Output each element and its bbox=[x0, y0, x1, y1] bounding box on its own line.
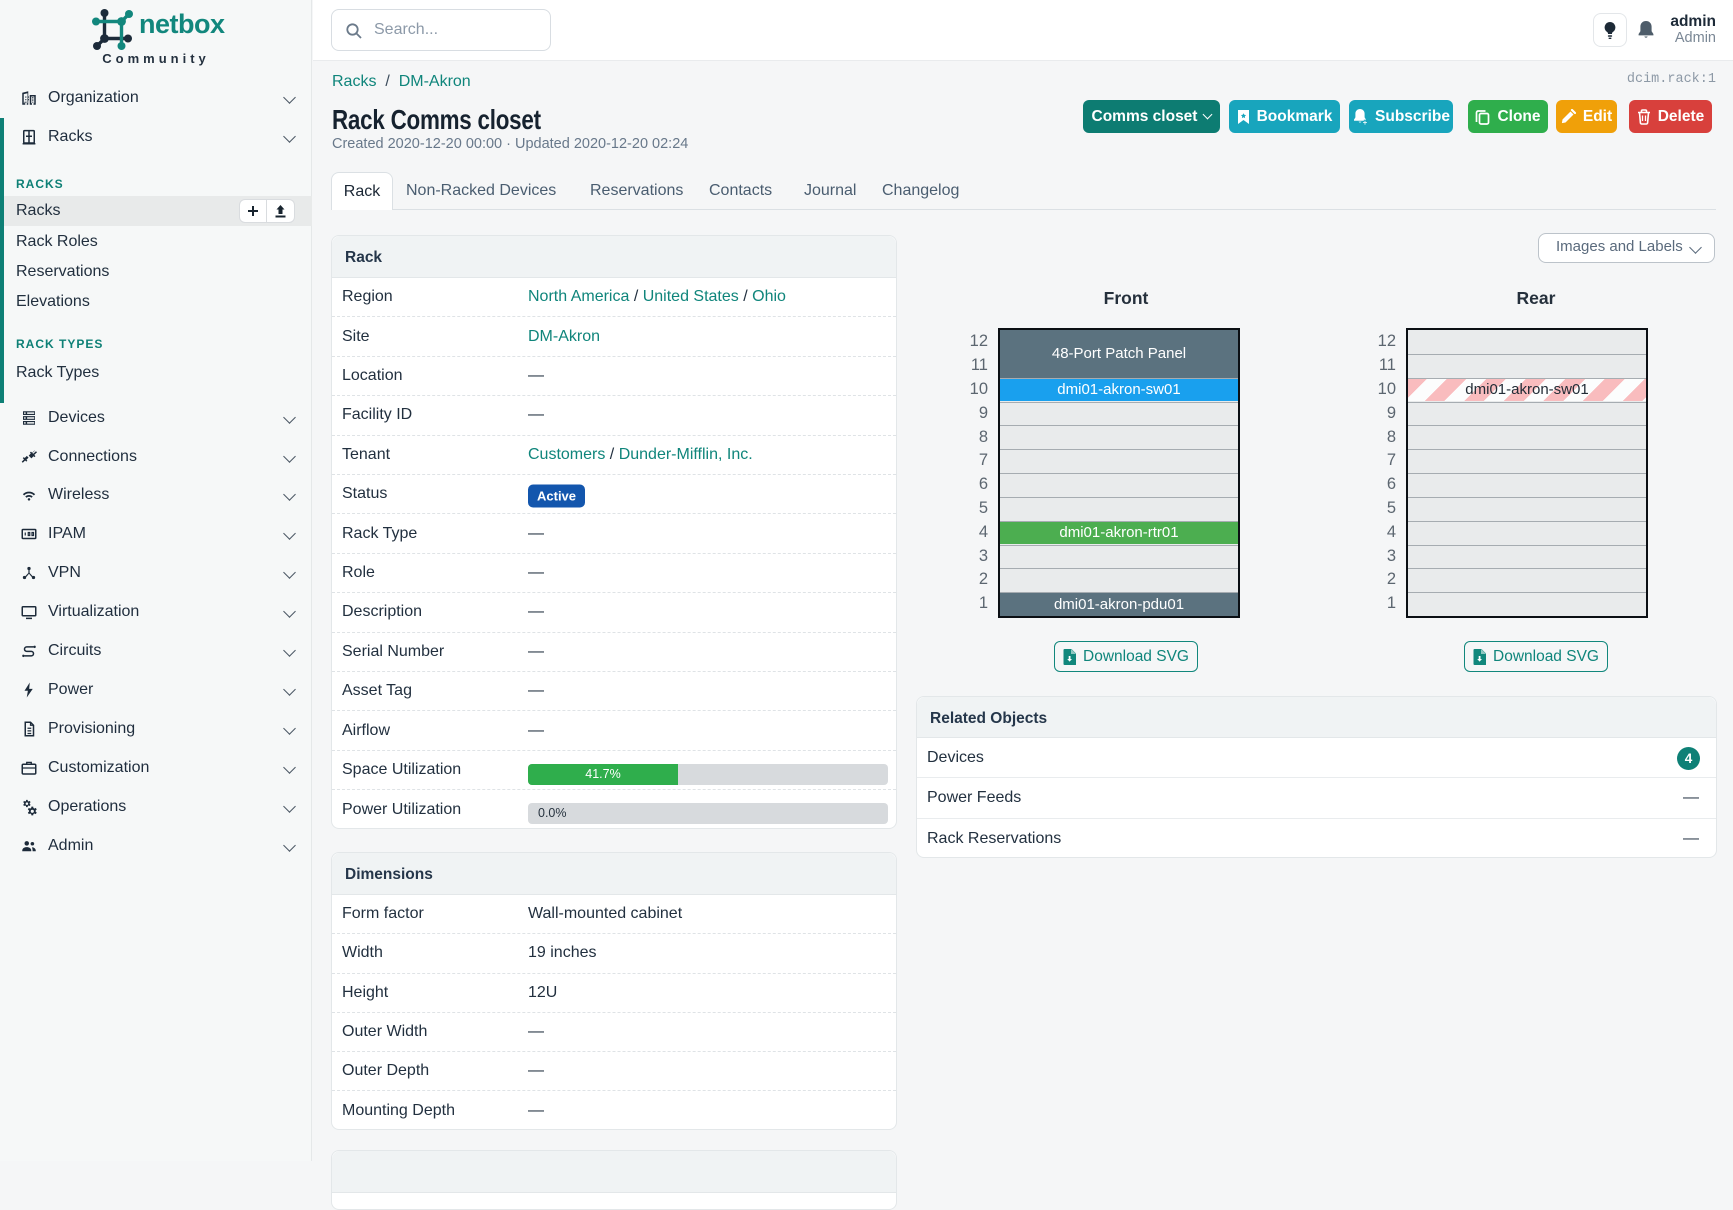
svg-text:netbox: netbox bbox=[139, 9, 225, 39]
